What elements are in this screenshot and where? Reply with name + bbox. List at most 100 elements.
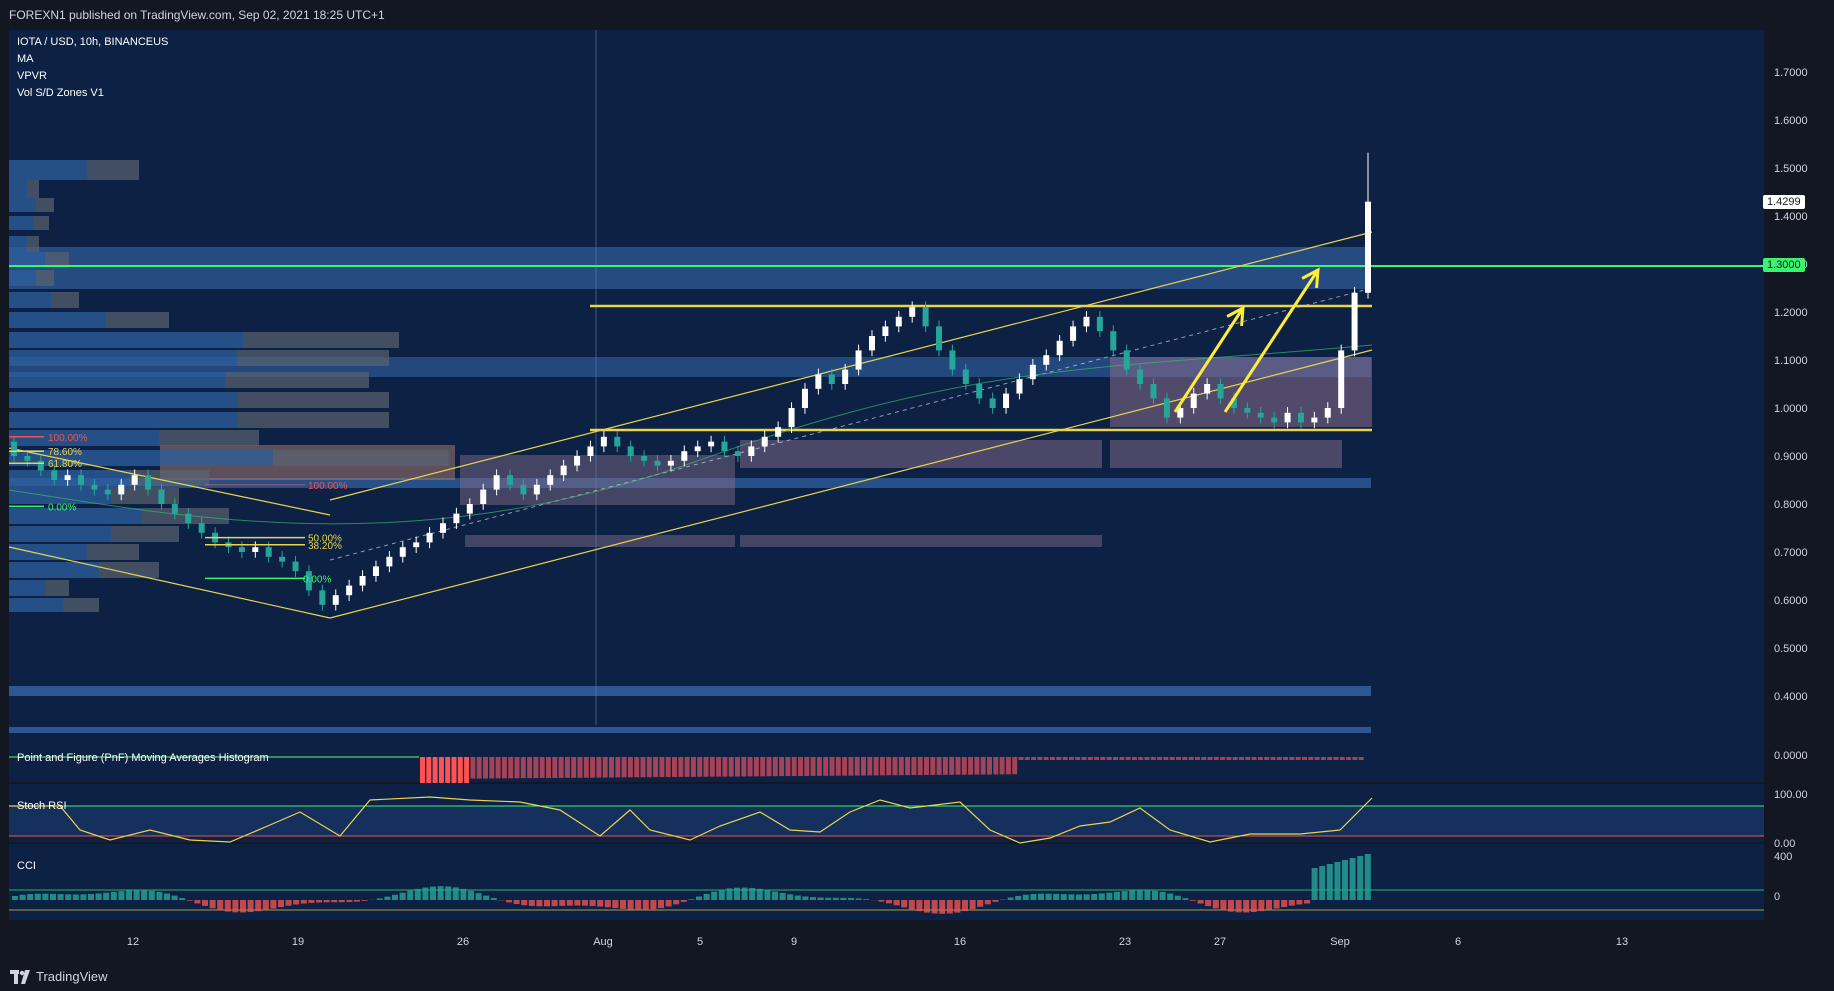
candle-body — [641, 456, 648, 461]
cci-bar — [1235, 900, 1242, 913]
cci-bar — [95, 893, 102, 900]
candle-body — [1230, 398, 1237, 408]
cci-pane-label[interactable]: CCI — [17, 860, 36, 872]
cci-bar — [460, 888, 467, 900]
candle-body — [91, 484, 98, 490]
pnf-histogram — [9, 750, 1764, 783]
cci-bar — [1205, 900, 1212, 907]
pnf-bar — [596, 757, 602, 778]
tradingview-logo[interactable]: TradingView — [10, 969, 108, 984]
pnf-bar — [1075, 757, 1081, 760]
pnf-pane-label[interactable]: Point and Figure (PnF) Moving Averages H… — [17, 752, 269, 764]
candle-body — [292, 561, 299, 572]
cci-bar — [1220, 900, 1227, 911]
pnf-bar — [558, 757, 564, 778]
pnf-bar — [1194, 757, 1200, 760]
cci-bar — [756, 888, 763, 900]
vpvr-down-bar — [45, 252, 69, 268]
vpvr-down-bar — [159, 430, 259, 446]
pnf-bar — [527, 757, 533, 779]
cci-bar — [316, 900, 322, 903]
axes: 1.7000 1.6000 1.5000 1.4000 1.3000 1.2000 1.10… — [127, 67, 1808, 948]
candle-body — [1244, 408, 1251, 413]
cci-bar — [1106, 892, 1113, 900]
cci-bar — [354, 900, 360, 902]
pnf-bar — [602, 757, 608, 778]
cci-bar — [642, 900, 649, 910]
cci-bar — [300, 900, 307, 904]
pnf-bar — [438, 757, 444, 783]
cci-bar — [293, 900, 300, 905]
cci-bar — [148, 890, 155, 900]
pnf-bar — [1012, 757, 1018, 775]
pnf-bar — [546, 757, 551, 778]
candle-body — [24, 456, 31, 461]
pnf-bar — [501, 757, 507, 779]
pnf-bar — [697, 757, 703, 777]
cci-bar — [802, 896, 809, 900]
vpvr-up-bar — [9, 508, 141, 524]
cci-bar — [27, 894, 34, 900]
cci-bar — [209, 900, 216, 909]
symbol-legend[interactable]: IOTA / USD, 10h, BINANCEUS — [17, 36, 169, 48]
pnf-bar — [930, 757, 936, 775]
candle-body — [145, 475, 152, 490]
pnf-bar — [835, 757, 841, 776]
pnf-bar — [716, 757, 722, 777]
candle-body — [1297, 412, 1304, 423]
cci-bar — [240, 900, 246, 913]
vpvr-down-bar — [243, 332, 399, 348]
pnf-bar — [1333, 757, 1339, 760]
candle-body — [480, 489, 487, 504]
pnf-bar — [1024, 757, 1030, 760]
cci-bar — [1114, 891, 1120, 900]
cci-bar — [1068, 894, 1075, 900]
indicator-vpvr[interactable]: VPVR — [17, 70, 47, 82]
cci-bar — [224, 900, 231, 912]
vpvr-up-bar — [9, 160, 87, 180]
stoch-pane-label[interactable]: Stoch RSI — [17, 800, 67, 812]
pnf-bar — [892, 757, 898, 776]
publish-info: FOREXN1 published on TradingView.com, Se… — [9, 8, 385, 22]
pnf-bar — [1346, 757, 1352, 760]
candle-body — [587, 446, 594, 456]
pnf-bar — [1157, 757, 1163, 760]
indicator-ma[interactable]: MA — [17, 53, 34, 65]
time-tick-label: 13 — [1616, 936, 1628, 948]
cci-bar — [1159, 891, 1166, 900]
indicator-vol-sd[interactable]: Vol S/D Zones V1 — [17, 87, 104, 99]
cci-bar — [544, 900, 550, 907]
pnf-bar — [426, 757, 432, 783]
cci-bar — [361, 900, 368, 901]
candle-body — [1190, 393, 1197, 408]
candle-body — [332, 595, 339, 605]
cci-bar — [232, 900, 239, 913]
cci-bar — [908, 900, 915, 910]
vpvr-down-bar — [237, 392, 389, 408]
cci-bar — [1326, 864, 1333, 900]
candle-body — [627, 446, 634, 456]
pnf-bar — [476, 757, 482, 779]
cci-bar — [133, 890, 140, 900]
pnf-bar — [949, 757, 955, 775]
pnf-bar — [842, 757, 848, 776]
pnf-bar — [848, 757, 854, 776]
pnf-bar — [432, 757, 438, 783]
cci-bar — [1190, 900, 1196, 901]
pnf-bar — [420, 757, 425, 783]
pnf-bar — [1068, 757, 1074, 760]
time-tick-label: 26 — [457, 936, 469, 948]
candle-body — [949, 350, 956, 370]
cci-bar — [407, 890, 414, 900]
price-chart[interactable]: 100.00%78.60%61.80%0.00%100.00%50.00%38.… — [0, 30, 1834, 961]
pnf-bar — [1201, 757, 1207, 760]
candle-body — [520, 484, 527, 495]
vpvr-down-bar — [27, 236, 39, 252]
pnf-bar — [1220, 757, 1226, 760]
vpvr-down-bar — [129, 470, 209, 486]
pnf-bar — [451, 757, 457, 783]
cci-bar — [1083, 894, 1090, 900]
pnf-bar — [1087, 757, 1093, 760]
cci-bar — [1022, 894, 1029, 900]
candle-body — [1338, 350, 1345, 408]
